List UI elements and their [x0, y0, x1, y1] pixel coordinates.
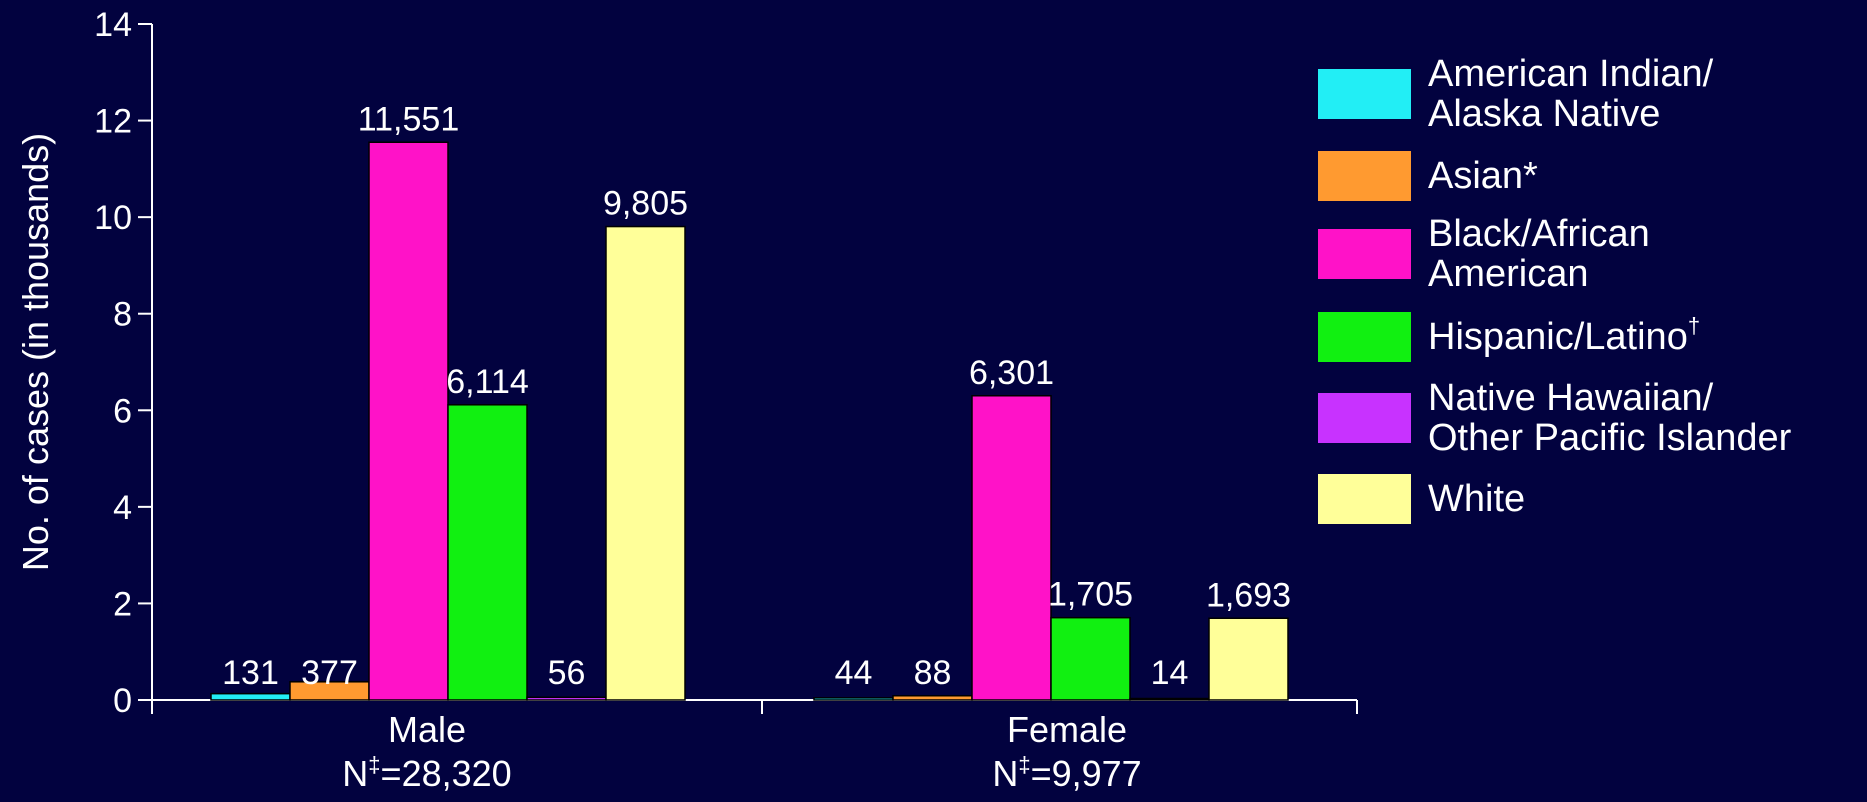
bar-value-label: 6,301	[969, 354, 1054, 392]
y-tick-label: 2	[113, 585, 132, 623]
y-tick-label: 10	[94, 199, 132, 237]
bar	[526, 696, 607, 701]
n-footnote-mark: ‡	[1018, 752, 1030, 777]
legend-label: Black/African	[1428, 213, 1650, 255]
bar	[447, 404, 528, 701]
bar	[1050, 616, 1131, 701]
legend-swatch	[1318, 474, 1411, 524]
bar-value-label: 44	[835, 654, 873, 692]
y-axis: 0 2 4 6 8 10 12 14	[94, 6, 153, 720]
bar-value-label: 11,551	[358, 100, 459, 138]
category-label: Female	[1007, 709, 1127, 750]
category-n-label: N‡=9,977	[992, 752, 1141, 794]
legend-label: American Indian/	[1428, 53, 1714, 95]
legend-label: Hispanic/Latino†	[1428, 313, 1700, 358]
y-tick-label: 4	[113, 489, 132, 527]
bar-value-label: 14	[1151, 654, 1189, 692]
legend-label: Asian*	[1428, 155, 1538, 197]
bar	[971, 395, 1052, 701]
legend-swatch	[1318, 312, 1411, 362]
category-label: Male	[388, 709, 466, 750]
bar	[813, 697, 894, 701]
bar-value-label: 6,114	[446, 363, 529, 401]
y-tick-label: 6	[113, 392, 132, 430]
bar	[605, 225, 686, 701]
bar-value-label: 1,705	[1048, 576, 1133, 614]
bar-value-label: 377	[301, 654, 358, 692]
n-value: =28,320	[381, 753, 512, 794]
legend-swatch	[1318, 69, 1411, 119]
legend-label: Other Pacific Islander	[1428, 417, 1792, 459]
legend-swatch	[1318, 151, 1411, 201]
legend-swatch	[1318, 393, 1411, 443]
category-n-label: N‡=28,320	[342, 752, 511, 794]
bar	[892, 695, 973, 701]
bars	[210, 141, 1289, 701]
legend: American Indian/Alaska Native Asian* Black…	[1318, 53, 1792, 524]
legend-label: White	[1428, 478, 1525, 520]
legend-label: American	[1428, 253, 1589, 295]
y-axis-title: No. of cases (in thousands)	[15, 133, 56, 571]
bar	[368, 141, 449, 701]
legend-swatch	[1318, 229, 1411, 279]
bar	[1208, 617, 1289, 701]
bar	[1129, 697, 1210, 701]
legend-footnote-mark: †	[1688, 313, 1700, 338]
n-value: =9,977	[1031, 753, 1142, 794]
bar-value-labels: 131 44 377 88 11,551 6,301 6,114 1,705 56 14 9,805…	[222, 100, 1291, 692]
y-tick-label: 0	[113, 682, 132, 720]
bar-value-label: 9,805	[603, 185, 688, 223]
bar-value-label: 56	[548, 654, 586, 692]
n-prefix: N	[992, 753, 1018, 794]
y-tick-label: 8	[113, 296, 132, 334]
legend-label: Native Hawaiian/	[1428, 377, 1714, 419]
bar-value-label: 131	[222, 654, 279, 692]
bar-value-label: 88	[914, 654, 952, 692]
bar-value-label: 1,693	[1206, 576, 1291, 614]
y-tick-label: 14	[94, 6, 132, 44]
bar	[210, 692, 291, 701]
legend-label: Alaska Native	[1428, 93, 1660, 135]
n-prefix: N	[342, 753, 368, 794]
n-footnote-mark: ‡	[368, 752, 380, 777]
y-tick-label: 12	[94, 103, 132, 141]
